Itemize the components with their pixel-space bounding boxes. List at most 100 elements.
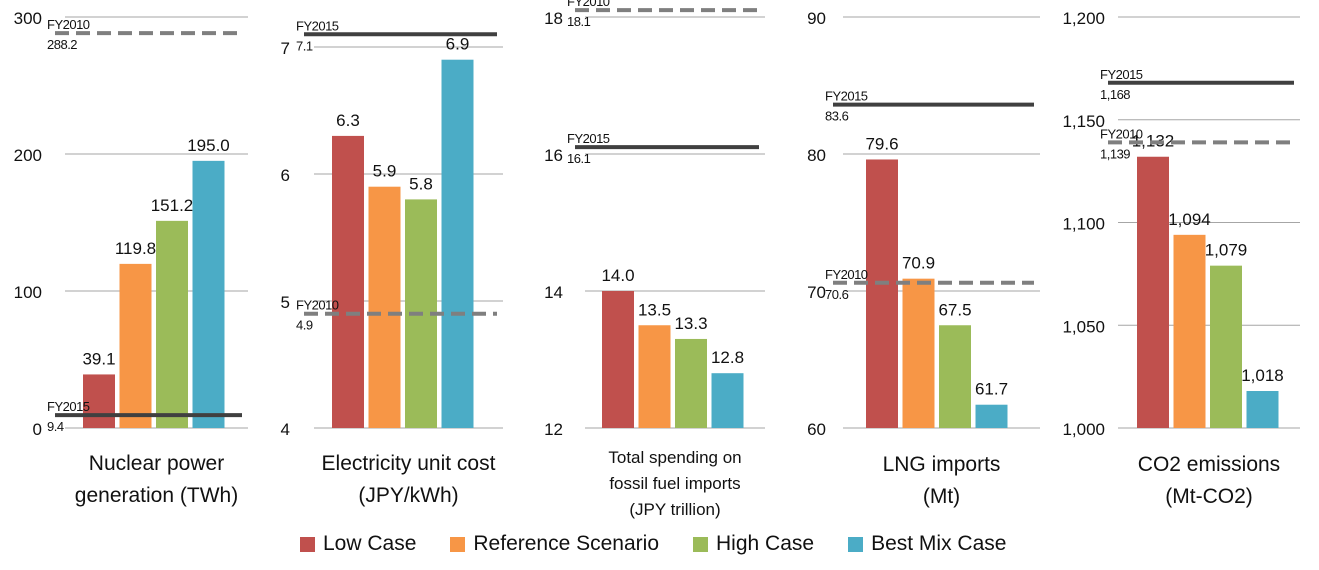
chart-title: (Mt) xyxy=(923,485,960,508)
legend-item-best-mix-case: Best Mix Case xyxy=(848,532,1006,556)
reference-year-label: FY2015 xyxy=(1100,67,1143,82)
chart-title: generation (TWh) xyxy=(75,484,238,507)
bar xyxy=(675,338,707,428)
y-tick-label: 300 xyxy=(14,9,42,28)
reference-value-label: 83.6 xyxy=(825,109,849,124)
data-label: 79.6 xyxy=(865,134,898,153)
chart-panel: 1,0001,0501,1001,1501,2001,1321,0941,079… xyxy=(1062,9,1300,508)
chart-title: Nuclear power xyxy=(89,452,224,475)
data-label: 13.3 xyxy=(674,314,707,333)
bar xyxy=(1210,265,1242,428)
legend-item-low-case: Low Case xyxy=(300,532,416,556)
chart-title: (JPY trillion) xyxy=(629,500,720,519)
reference-year-label: FY2010 xyxy=(825,267,868,282)
y-tick-label: 80 xyxy=(807,146,826,165)
chart-title: LNG imports xyxy=(883,453,1001,476)
reference-year-label: FY2010 xyxy=(47,17,90,32)
y-tick-label: 1,200 xyxy=(1062,9,1105,28)
bar xyxy=(1137,156,1169,429)
data-label: 61.7 xyxy=(975,380,1008,399)
data-label: 119.8 xyxy=(115,239,156,258)
y-tick-label: 70 xyxy=(807,283,826,302)
chart-title: fossil fuel imports xyxy=(609,474,740,493)
chart-panel: 4 5 6 7 6.3 5.9 5.8 6.9 FY2015 7.1 FY2010 4.9 Electr… xyxy=(281,18,503,507)
y-tick-label: 14 xyxy=(544,283,563,302)
y-tick-label: 16 xyxy=(544,146,563,165)
y-tick-label: 100 xyxy=(14,283,42,302)
data-label: 67.5 xyxy=(938,300,971,319)
y-tick-label: 1,100 xyxy=(1062,215,1105,234)
bar xyxy=(975,404,1008,428)
bar xyxy=(332,135,364,428)
chart-title: (JPY/kWh) xyxy=(358,484,458,507)
y-tick-label: 60 xyxy=(807,420,826,439)
y-tick-label: 1,000 xyxy=(1062,420,1105,439)
data-label: 13.5 xyxy=(638,300,671,319)
reference-year-label: FY2015 xyxy=(567,131,610,146)
reference-value-label: 288.2 xyxy=(47,37,77,52)
bar xyxy=(866,159,898,429)
bar xyxy=(602,291,634,428)
bar xyxy=(638,325,671,428)
data-label: 1,018 xyxy=(1241,366,1284,385)
chart-title: (Mt-CO2) xyxy=(1165,485,1253,508)
chart-panel: 0 100 200 300 39.1 119.8 151.2 195.0 FY2010 288.2… xyxy=(14,9,248,507)
data-label: 39.1 xyxy=(82,349,115,368)
y-tick-label: 7 xyxy=(281,39,290,58)
legend-label: Reference Scenario xyxy=(473,532,659,555)
y-tick-label: 0 xyxy=(33,420,42,439)
y-tick-label: 90 xyxy=(807,9,826,28)
reference-year-label: FY2010 xyxy=(1100,126,1143,141)
legend-label: Low Case xyxy=(323,532,417,555)
reference-value-label: 1,139 xyxy=(1100,146,1130,161)
chart-title: Electricity unit cost xyxy=(322,452,496,475)
reference-value-label: 70.6 xyxy=(825,287,849,302)
legend-swatch xyxy=(848,536,864,552)
reference-value-label: 4.9 xyxy=(296,318,313,333)
bar xyxy=(902,278,935,428)
reference-year-label: FY2010 xyxy=(296,298,339,313)
bar xyxy=(156,220,188,428)
reference-value-label: 7.1 xyxy=(296,38,313,53)
reference-value-label: 9.4 xyxy=(47,419,64,434)
bar xyxy=(1246,391,1279,428)
data-label: 151.2 xyxy=(151,196,194,215)
legend-swatch xyxy=(300,536,315,552)
data-label: 195.0 xyxy=(187,136,230,155)
data-label: 5.8 xyxy=(409,174,433,193)
legend-swatch xyxy=(450,536,466,552)
bar xyxy=(119,263,152,428)
data-label: 12.8 xyxy=(711,348,744,367)
y-tick-label: 4 xyxy=(281,420,290,439)
data-label: 6.9 xyxy=(446,35,470,54)
data-label: 1,094 xyxy=(1168,210,1211,229)
reference-year-label: FY2015 xyxy=(296,18,339,33)
data-label: 1,079 xyxy=(1205,241,1248,260)
y-tick-label: 200 xyxy=(14,146,42,165)
data-label: 6.3 xyxy=(336,111,360,130)
chart-title: CO2 emissions xyxy=(1138,453,1280,476)
reference-value-label: 18.1 xyxy=(567,14,591,29)
reference-year-label: FY2015 xyxy=(825,89,868,104)
y-tick-label: 6 xyxy=(281,166,290,185)
legend-item-reference-scenario: Reference Scenario xyxy=(450,532,659,556)
bar xyxy=(1173,234,1206,428)
legend-swatch xyxy=(693,536,708,552)
legend-item-high-case: High Case xyxy=(693,532,814,556)
bar xyxy=(83,374,115,428)
chart-panel: 60 70 80 90 79.6 70.9 67.5 61.7 FY2015 83.6 FY2010… xyxy=(807,9,1040,508)
data-label: 5.9 xyxy=(373,162,397,181)
bar xyxy=(368,186,401,428)
reference-year-label: FY2010 xyxy=(567,0,610,9)
bar xyxy=(192,160,225,428)
legend: Low Case Reference Scenario High Case Be… xyxy=(300,532,1040,556)
reference-value-label: 16.1 xyxy=(567,151,591,166)
chart-area: 0 100 200 300 39.1 119.8 151.2 195.0 FY2010 288.2… xyxy=(14,0,1300,519)
y-tick-label: 1,150 xyxy=(1062,112,1105,131)
y-tick-label: 5 xyxy=(281,293,290,312)
reference-year-label: FY2015 xyxy=(47,399,90,414)
bar xyxy=(711,373,744,428)
bar xyxy=(939,325,971,428)
chart-panel: 12 14 16 18 14.013.513.312.8 FY2010 18.1 FY2015… xyxy=(544,0,765,519)
y-tick-label: 1,050 xyxy=(1062,317,1105,336)
